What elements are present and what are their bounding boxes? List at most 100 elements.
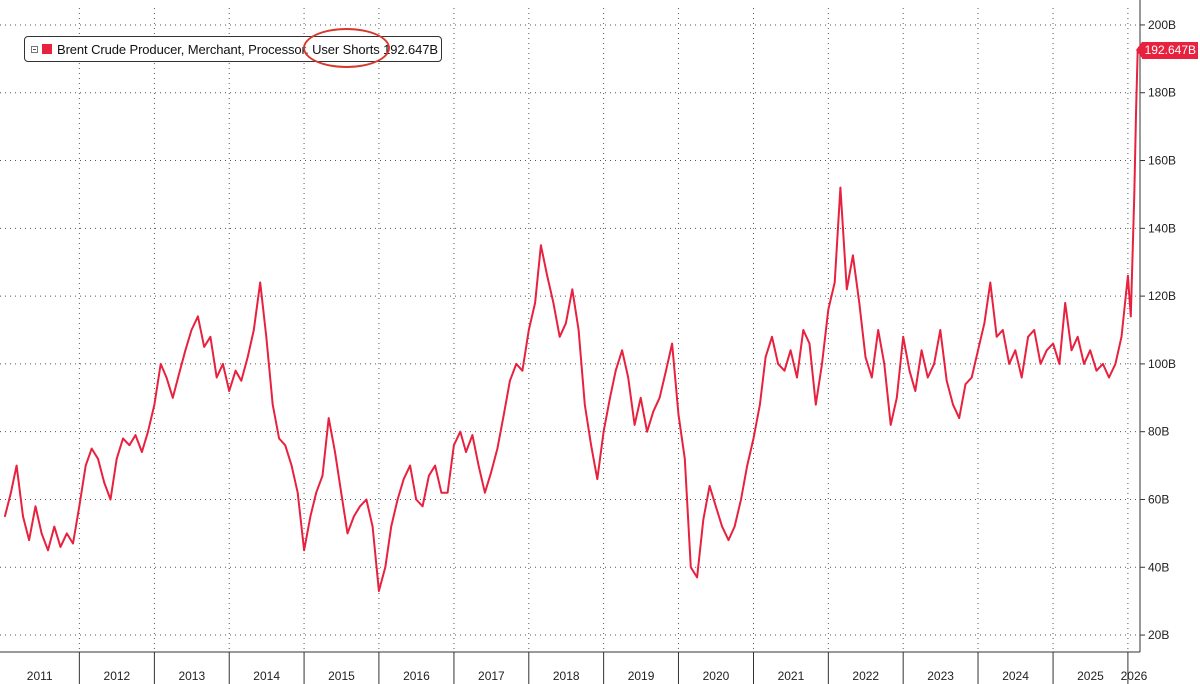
data-point [10,491,12,494]
data-point [421,505,424,508]
data-point [970,376,973,379]
data-point [1008,363,1010,365]
data-point [428,474,430,477]
data-point [122,437,124,440]
data-point [796,376,798,379]
data-point [596,478,599,480]
data-point [47,549,49,552]
data-point [1033,329,1035,331]
data-point [153,403,156,406]
data-point [534,302,536,304]
x-tick-label: 2017 [478,669,505,683]
data-point [920,349,923,352]
data-point [1120,336,1123,338]
data-point [34,505,37,508]
data-point [821,363,823,365]
data-point [665,369,667,372]
data-point [708,485,711,487]
data-point [172,397,174,399]
series-line-brent-shorts [3,49,1139,592]
data-point [327,417,330,419]
data-point [858,302,861,304]
data-point [1027,336,1029,338]
data-point [652,410,655,413]
data-point [15,464,18,467]
data-point [883,363,886,365]
data-point [84,464,87,467]
data-point [115,458,118,460]
x-tick-label: 2015 [328,669,355,683]
data-point [1135,108,1137,111]
data-point [1130,315,1132,318]
data-point [609,397,611,399]
expand-square-icon[interactable] [31,45,38,53]
data-point [958,417,960,419]
data-point [296,491,299,494]
data-point [434,464,436,467]
data-point [390,525,393,528]
data-point [72,542,74,545]
data-point [4,515,6,518]
data-point [40,532,43,535]
data-point [802,329,805,331]
data-point [453,444,455,447]
data-point [789,349,792,352]
data-point [184,349,187,352]
data-point [1114,363,1117,365]
data-point [602,430,605,433]
data-point [614,369,617,372]
data-point [490,471,492,474]
data-point [989,281,992,284]
last-value-tag: 192.647B [1136,42,1198,59]
data-point [396,498,399,501]
data-point [340,491,343,494]
x-tick-label: 2020 [703,669,730,683]
data-point [402,478,405,480]
data-point [371,525,374,528]
y-tick-label: 20B [1148,628,1169,642]
data-point [159,363,162,365]
data-point [896,397,898,399]
data-point [746,464,748,467]
x-tick-label: 2019 [628,669,655,683]
data-point [658,397,661,399]
data-point [889,424,892,426]
data-point [933,363,935,365]
data-point [646,430,648,433]
data-point [109,498,112,501]
data-point [952,403,954,406]
data-point [271,403,274,406]
data-point [209,336,212,338]
data-point [690,566,692,569]
data-point [528,329,530,331]
data-point [577,329,580,331]
data-point [983,322,986,325]
data-point [78,505,81,508]
data-point [215,376,218,379]
data-point [1083,363,1085,365]
data-point [740,498,742,501]
data-point [503,413,505,416]
legend[interactable]: Brent Crude Producer, Merchant, Processo… [24,36,442,62]
data-point [621,349,623,352]
data-point [521,369,524,372]
data-point [477,464,480,467]
data-point [265,336,268,338]
data-point [590,444,592,447]
data-point [871,376,873,379]
data-point [496,447,499,450]
data-point [53,525,56,528]
data-point [1108,376,1110,379]
data-point [584,403,586,406]
data-point [321,474,324,477]
data-point [284,444,287,447]
y-tick-label: 80B [1148,425,1169,439]
data-point [995,336,998,338]
legend-label: Brent Crude Producer, Merchant, Processo… [57,41,439,57]
series-layer [3,49,1139,592]
x-tick-label: 2021 [778,669,805,683]
data-point [759,403,761,406]
x-tick-label: 2012 [104,669,131,683]
data-point [633,424,636,426]
data-point [914,390,917,392]
